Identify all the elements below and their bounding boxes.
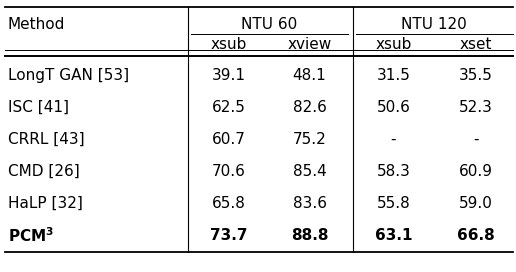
Text: 31.5: 31.5 [377, 67, 410, 83]
Text: 62.5: 62.5 [212, 100, 245, 115]
Text: 85.4: 85.4 [293, 164, 327, 179]
Text: LongT GAN [53]: LongT GAN [53] [8, 67, 129, 83]
Text: 60.9: 60.9 [459, 164, 493, 179]
Text: 48.1: 48.1 [293, 67, 327, 83]
Text: CMD [26]: CMD [26] [8, 164, 79, 179]
Text: 55.8: 55.8 [377, 196, 410, 211]
Text: -: - [473, 132, 479, 147]
Text: 82.6: 82.6 [293, 100, 327, 115]
Text: ISC [41]: ISC [41] [8, 100, 69, 115]
Text: 73.7: 73.7 [209, 228, 247, 243]
Text: xsub: xsub [375, 37, 412, 52]
Text: Method: Method [8, 17, 65, 32]
Text: 66.8: 66.8 [457, 228, 495, 243]
Text: 50.6: 50.6 [377, 100, 410, 115]
Text: 60.7: 60.7 [212, 132, 245, 147]
Text: 58.3: 58.3 [377, 164, 410, 179]
Text: xset: xset [460, 37, 492, 52]
Text: 88.8: 88.8 [291, 228, 328, 243]
Text: 35.5: 35.5 [459, 67, 493, 83]
Text: 59.0: 59.0 [459, 196, 493, 211]
Text: 75.2: 75.2 [293, 132, 327, 147]
Text: HaLP [32]: HaLP [32] [8, 196, 83, 211]
Text: NTU 120: NTU 120 [400, 17, 466, 32]
Text: xview: xview [287, 37, 332, 52]
Text: NTU 60: NTU 60 [241, 17, 298, 32]
Text: 39.1: 39.1 [212, 67, 245, 83]
Text: 70.6: 70.6 [212, 164, 245, 179]
Text: 52.3: 52.3 [459, 100, 493, 115]
Text: 63.1: 63.1 [375, 228, 412, 243]
Text: xsub: xsub [210, 37, 247, 52]
Text: $\mathbf{PCM}^{\mathbf{3}}$: $\mathbf{PCM}^{\mathbf{3}}$ [8, 226, 54, 245]
Text: -: - [391, 132, 396, 147]
Text: 83.6: 83.6 [293, 196, 327, 211]
Text: 65.8: 65.8 [212, 196, 245, 211]
Text: CRRL [43]: CRRL [43] [8, 132, 84, 147]
